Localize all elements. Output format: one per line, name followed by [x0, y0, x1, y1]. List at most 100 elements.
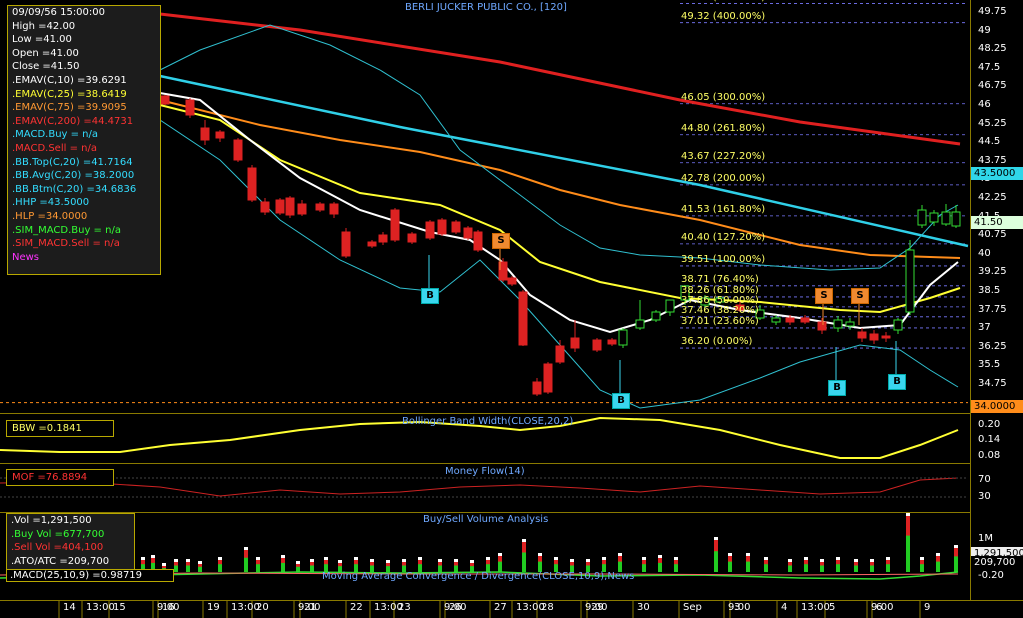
candle-body [869, 333, 879, 341]
volume-bar-sell [151, 558, 155, 563]
sell-signal-marker[interactable]: S [851, 288, 869, 304]
time-tick: 9:00 [444, 602, 467, 613]
volume-bar-sell [714, 540, 718, 552]
volume-bar-ato [310, 559, 314, 562]
fibonacci-label: 39.51 (100.00%) [681, 253, 766, 265]
sell-signal-marker[interactable]: S [492, 233, 510, 249]
volume-bar-ato [174, 559, 178, 562]
time-tick: 9:00 [585, 602, 608, 613]
volume-bar-sell [674, 560, 678, 565]
volume-bar-ato [470, 560, 474, 563]
price-tick: 43.75 [978, 154, 1007, 166]
volume-bar-sell [281, 558, 285, 563]
mof-panel[interactable] [0, 464, 970, 513]
volume-bar-sell [522, 542, 526, 553]
macd-value-box[interactable]: .MACD(25,10,9) =0.98719 [6, 569, 174, 582]
volume-bar-ato [674, 557, 678, 560]
volume-bar-sell [354, 560, 358, 565]
bbw-panel[interactable] [0, 414, 970, 464]
volume-bar-ato [141, 557, 145, 560]
candle-body [297, 203, 307, 215]
volume-bar-ato [486, 557, 490, 560]
bb-top-line [159, 24, 959, 271]
price-tick: 35.5 [978, 359, 1001, 371]
time-axis[interactable]: 14 13:00 15 9:00 16 19 13:00 20 9:00 21 22 13:00 23 9… [0, 600, 1023, 618]
volume-bar-ato [296, 561, 300, 564]
candle-body [665, 299, 675, 313]
volume-bar-sell [454, 562, 458, 566]
price-tick: 42.25 [978, 192, 1007, 203]
price-tick: 38.5 [978, 285, 1001, 296]
time-tick: 9:00 [157, 602, 180, 613]
volume-bar-buy [920, 560, 924, 572]
buy-signal-marker[interactable]: B [612, 393, 630, 409]
volume-bar-sell [386, 563, 390, 567]
mof-value-box[interactable]: MOF =76.8894 [6, 469, 114, 486]
volume-bar-ato [454, 559, 458, 562]
candle-body [341, 231, 351, 257]
candle-body [543, 363, 553, 393]
candle-body [160, 95, 170, 105]
time-tick: 13:00 [374, 602, 403, 613]
volume-bar-buy [386, 563, 390, 572]
bbw-value-box[interactable]: BBW =0.1841 [6, 420, 114, 437]
sell-signal-marker[interactable]: S [815, 288, 833, 304]
time-tick: 4 [781, 602, 788, 613]
volume-bar-sell [498, 556, 502, 562]
volume-legend-line: .Sell Vol =404,100 [11, 542, 104, 554]
candle-body [905, 249, 915, 313]
price-axis[interactable] [970, 0, 1023, 600]
candle-body [233, 139, 243, 161]
legend-line: News [12, 251, 40, 263]
volume-bar-buy [438, 562, 442, 572]
volume-bar-buy [954, 548, 958, 572]
time-tick: 3 [734, 602, 741, 613]
buy-signal-marker[interactable]: B [888, 374, 906, 390]
volume-bar-ato [886, 557, 890, 560]
candle-body [680, 285, 690, 301]
volume-bar-buy [522, 542, 526, 572]
volume-bar-ato [746, 553, 750, 556]
close-price-tag: 41.50 [971, 216, 1023, 229]
volume-bar-buy [728, 556, 732, 572]
time-tick: 22 [350, 602, 363, 613]
price-panel[interactable] [0, 0, 970, 414]
volume-legend-line: .ATO/ATC =209,700 [11, 555, 110, 567]
price-tick: 46.75 [978, 80, 1007, 92]
volume-bar-ato [281, 555, 285, 558]
buy-signal-marker[interactable]: B [828, 380, 846, 396]
hlp-price-tag: 34.0000 [971, 400, 1023, 413]
volume-bar-ato [788, 559, 792, 562]
volume-bar-ato [870, 559, 874, 562]
volume-bar-ato [920, 557, 924, 560]
volume-bar-sell [470, 563, 474, 567]
fibonacci-label: 40.40 (127.20%) [681, 231, 766, 243]
bbw-tick-3: 0.08 [978, 450, 1001, 461]
volume-bar-ato [256, 557, 260, 560]
volume-bar-buy [746, 556, 750, 572]
volume-bar-ato [602, 557, 606, 560]
candle-body [833, 319, 843, 329]
candle-body [771, 317, 781, 323]
volume-bar-ato [218, 557, 222, 560]
volume-bar-sell [854, 562, 858, 566]
buy-signal-marker[interactable]: B [421, 288, 439, 304]
legend-line: .BB.Btm(C,20) =34.6836 [12, 183, 137, 195]
time-tick: 16 [162, 602, 175, 613]
indicator-legend[interactable]: 09/09/56 15:00:00 High =42.00 Low =41.00 Op… [7, 5, 161, 275]
ema25-line [159, 104, 961, 314]
legend-line: .HHP =43.5000 [12, 197, 90, 209]
volume-bar-buy [141, 560, 145, 572]
candle-body [247, 167, 257, 201]
candle-body [893, 319, 903, 331]
volume-bar-sell [870, 562, 874, 566]
volume-legend[interactable]: .Vol =1,291,500 .Buy Vol =677,700 .Sell Vo… [6, 513, 135, 571]
volume-bar-ato [728, 553, 732, 556]
volume-bar-sell [244, 550, 248, 558]
volume-bar-buy [486, 560, 490, 572]
volume-bar-sell [324, 560, 328, 565]
volume-bar-buy [538, 556, 542, 572]
fibonacci-label: 37.46 (38.20%) [681, 304, 759, 316]
candle-body [800, 317, 810, 323]
